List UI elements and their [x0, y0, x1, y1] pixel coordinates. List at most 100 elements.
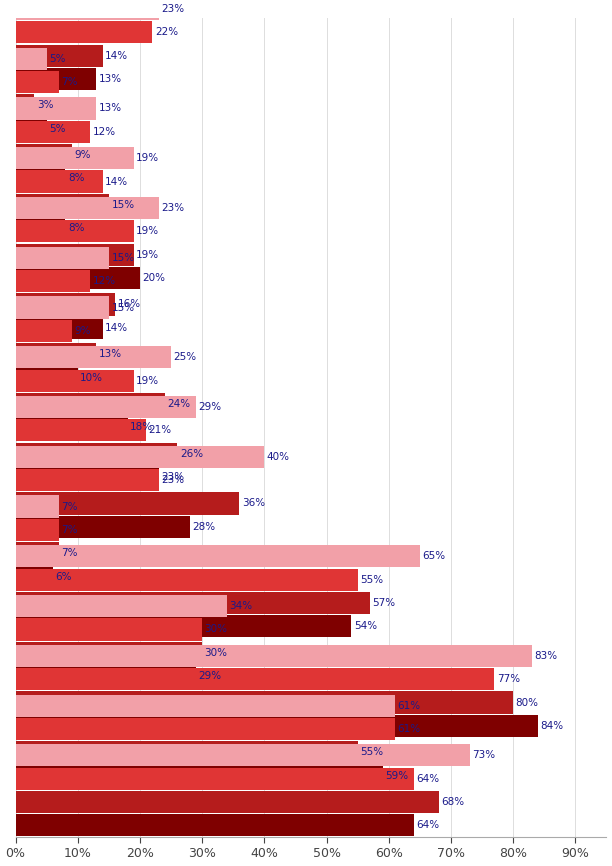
Bar [15, 343, 97, 365]
Bar [15, 68, 97, 90]
Text: 15%: 15% [111, 200, 135, 210]
Bar [15, 565, 53, 588]
Bar [15, 120, 90, 143]
Text: 12%: 12% [92, 276, 116, 286]
Text: 29%: 29% [198, 402, 222, 412]
Bar [15, 370, 134, 391]
Bar [15, 767, 414, 790]
Text: 77%: 77% [497, 675, 520, 684]
Text: 7%: 7% [62, 525, 78, 535]
Text: 12%: 12% [92, 126, 116, 137]
Text: 9%: 9% [74, 326, 91, 336]
Bar [15, 144, 72, 166]
Text: 20%: 20% [143, 273, 165, 283]
Bar [15, 495, 59, 518]
Text: 15%: 15% [111, 302, 135, 313]
Text: 36%: 36% [242, 499, 265, 508]
Bar [15, 247, 109, 268]
Bar [15, 48, 47, 70]
Text: 73%: 73% [472, 750, 495, 760]
Text: 80%: 80% [516, 697, 539, 708]
Text: 24%: 24% [167, 399, 190, 409]
Text: 5%: 5% [49, 54, 65, 64]
Bar [15, 21, 152, 43]
Bar [15, 791, 439, 813]
Bar [15, 270, 90, 292]
Bar [15, 519, 59, 541]
Text: 3%: 3% [37, 100, 53, 110]
Bar [15, 317, 103, 339]
Text: 68%: 68% [441, 797, 464, 807]
Bar [15, 592, 370, 614]
Bar [15, 443, 177, 465]
Text: 8%: 8% [68, 173, 84, 184]
Text: 23%: 23% [161, 4, 184, 14]
Text: 19%: 19% [136, 226, 159, 236]
Bar [15, 516, 190, 538]
Text: 7%: 7% [62, 77, 78, 87]
Text: 14%: 14% [105, 50, 129, 61]
Text: 28%: 28% [192, 522, 215, 532]
Bar [15, 194, 109, 216]
Bar [15, 645, 532, 667]
Bar [15, 294, 115, 315]
Bar [15, 220, 134, 242]
Text: 55%: 55% [360, 747, 383, 757]
Text: 14%: 14% [105, 177, 129, 186]
Bar [15, 446, 264, 468]
Text: 19%: 19% [136, 249, 159, 260]
Text: 55%: 55% [360, 575, 383, 585]
Bar [15, 714, 538, 737]
Text: 13%: 13% [99, 74, 122, 84]
Text: 10%: 10% [80, 372, 103, 383]
Text: 30%: 30% [204, 648, 228, 658]
Bar [15, 346, 171, 368]
Bar [15, 595, 227, 617]
Bar [15, 493, 239, 514]
Text: 7%: 7% [62, 548, 78, 559]
Text: 13%: 13% [99, 103, 122, 113]
Text: 21%: 21% [149, 425, 172, 436]
Bar [15, 741, 357, 763]
Text: 25%: 25% [174, 352, 196, 362]
Text: 22%: 22% [155, 28, 178, 37]
Text: 54%: 54% [354, 621, 377, 631]
Bar [15, 469, 159, 491]
Bar [15, 466, 159, 488]
Text: 61%: 61% [397, 724, 420, 734]
Bar [15, 217, 65, 239]
Bar [15, 0, 159, 20]
Text: 23%: 23% [161, 203, 184, 213]
Text: 19%: 19% [136, 153, 159, 164]
Text: 29%: 29% [198, 671, 222, 681]
Text: 65%: 65% [422, 552, 446, 561]
Text: 7%: 7% [62, 501, 78, 512]
Text: 59%: 59% [385, 771, 408, 780]
Bar [15, 718, 395, 740]
Text: 13%: 13% [99, 349, 122, 359]
Text: 34%: 34% [230, 601, 253, 611]
Bar [15, 393, 165, 415]
Bar [15, 71, 59, 94]
Text: 83%: 83% [534, 651, 558, 661]
Bar [15, 366, 78, 389]
Bar [15, 94, 34, 116]
Bar [15, 171, 103, 192]
Bar [15, 668, 494, 690]
Text: 6%: 6% [55, 572, 72, 582]
Bar [15, 118, 47, 139]
Bar [15, 296, 109, 319]
Bar [15, 320, 72, 342]
Bar [15, 569, 357, 591]
Bar [15, 618, 202, 641]
Bar [15, 197, 159, 219]
Text: 64%: 64% [416, 773, 439, 784]
Bar [15, 546, 420, 567]
Bar [15, 665, 196, 687]
Text: 14%: 14% [105, 323, 129, 333]
Bar [15, 417, 127, 438]
Bar [15, 615, 351, 637]
Bar [15, 97, 97, 120]
Bar [15, 765, 382, 786]
Text: 30%: 30% [204, 624, 228, 635]
